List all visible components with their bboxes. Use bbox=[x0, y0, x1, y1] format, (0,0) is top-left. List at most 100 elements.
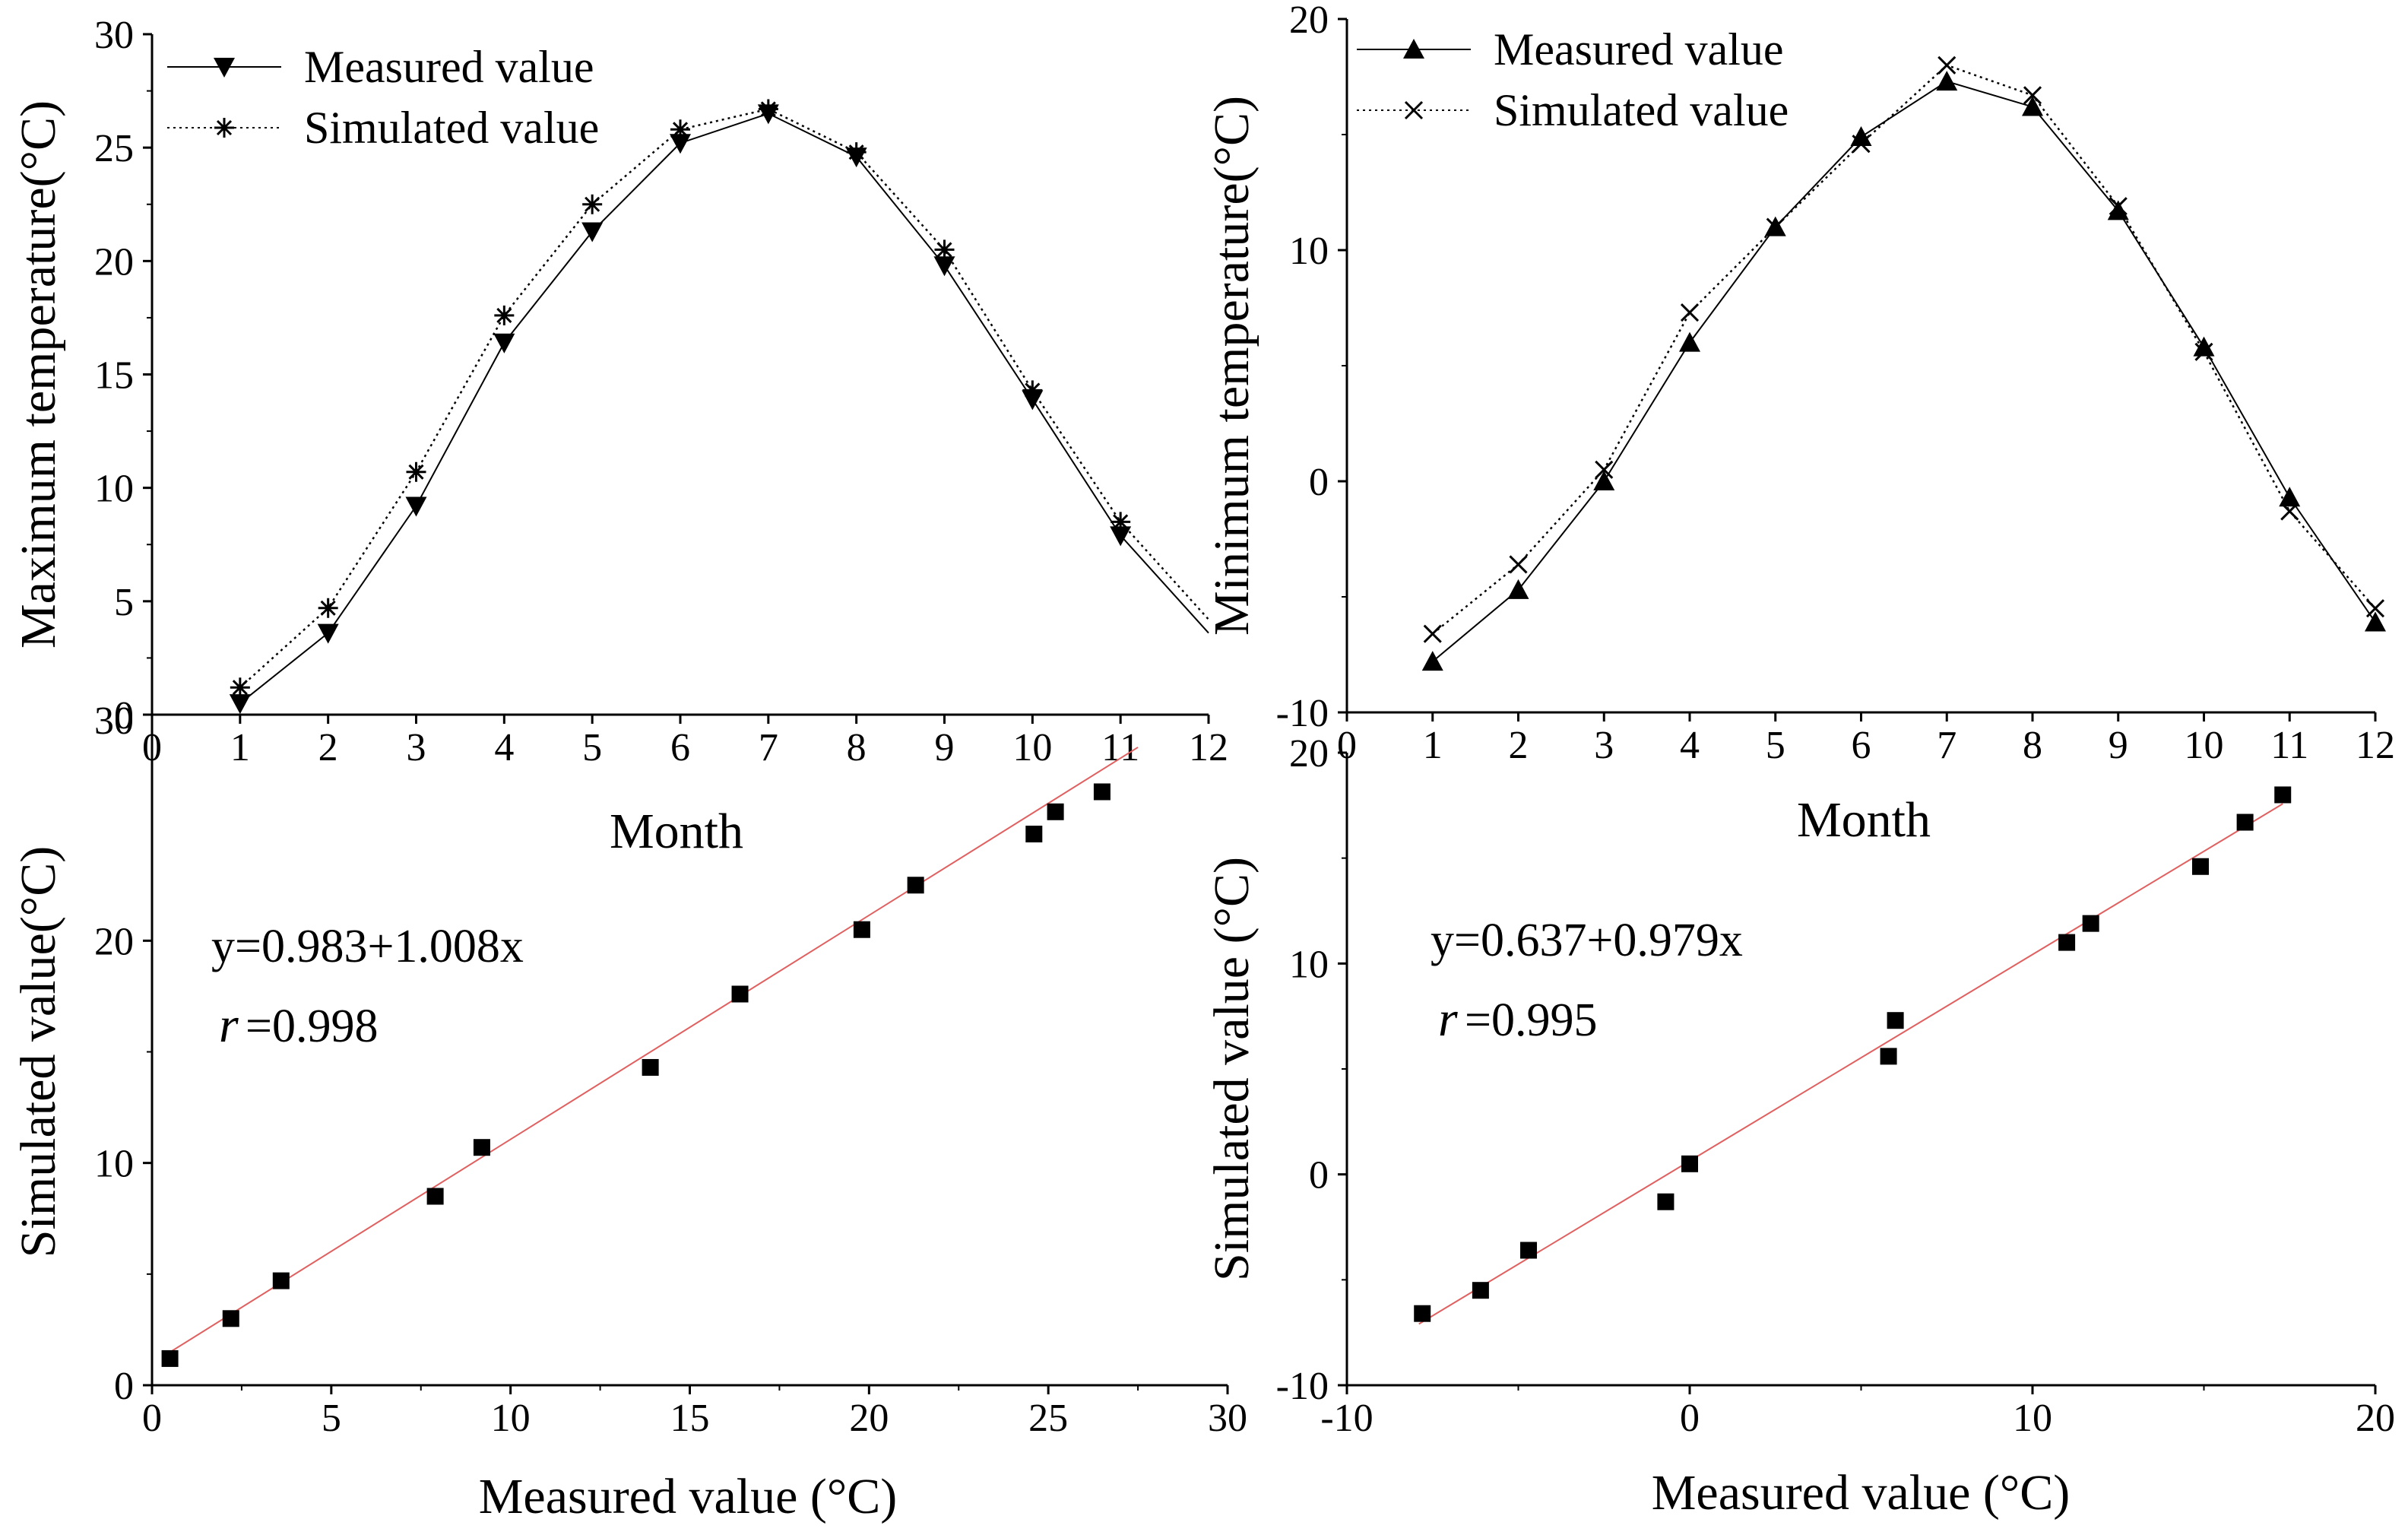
x-tick-label: 1 bbox=[230, 726, 250, 769]
data-point bbox=[318, 598, 338, 618]
x-tick-label: 0 bbox=[1680, 1397, 1700, 1440]
data-point bbox=[229, 694, 251, 715]
x-tick-label: 9 bbox=[935, 726, 955, 769]
x-tick-label: 6 bbox=[1852, 724, 1871, 767]
x-tick-label: 5 bbox=[322, 1397, 341, 1440]
r-symbol: r bbox=[219, 997, 239, 1053]
scatter-point bbox=[1887, 1012, 1904, 1029]
series-line bbox=[1431, 64, 2376, 635]
data-point bbox=[1593, 471, 1615, 490]
scatter-point bbox=[1025, 826, 1043, 843]
data-point bbox=[2365, 599, 2385, 618]
data-point bbox=[1766, 217, 1785, 236]
data-point bbox=[1111, 512, 1131, 532]
y-tick-label: 0 bbox=[114, 1365, 134, 1408]
data-point bbox=[1850, 126, 1872, 147]
scatter-point bbox=[1681, 1155, 1698, 1172]
data-point bbox=[1022, 380, 1043, 401]
data-point bbox=[493, 333, 515, 354]
x-axis-title: Month bbox=[610, 804, 743, 859]
data-point bbox=[581, 222, 604, 243]
series-measured bbox=[229, 104, 1209, 715]
y-tick-label: 10 bbox=[1289, 943, 1329, 986]
x-tick-label: 10 bbox=[491, 1397, 531, 1440]
series-simulated bbox=[1423, 56, 2385, 643]
x-axis-title: Month bbox=[1797, 792, 1931, 848]
scatter-point bbox=[853, 921, 870, 938]
data-point bbox=[2193, 336, 2215, 357]
max-temperature-chart: 0 1 2 3 4 5 6 7 8 9 10 11 12051015202530MonthMaximum… bbox=[11, 14, 1228, 859]
data-point bbox=[846, 142, 867, 163]
scatter-point bbox=[161, 1349, 179, 1367]
y-tick-label: 15 bbox=[94, 354, 134, 398]
r-value: =0.998 bbox=[246, 1001, 378, 1052]
legend-marker bbox=[1404, 100, 1424, 120]
legend-marker bbox=[214, 118, 234, 138]
data-point bbox=[1679, 331, 1700, 352]
data-point bbox=[2194, 342, 2213, 361]
data-point bbox=[2022, 96, 2043, 116]
y-axis-title: Minimum temperature(°C) bbox=[1204, 96, 1259, 636]
data-point bbox=[1936, 71, 1958, 91]
fit-equation: y=0.983+1.008x bbox=[211, 921, 524, 972]
x-tick-label: 11 bbox=[2270, 724, 2308, 767]
scatter-point bbox=[272, 1272, 290, 1289]
legend-marker bbox=[214, 58, 235, 78]
scatter-point bbox=[2236, 813, 2254, 831]
data-point bbox=[758, 99, 778, 119]
y-tick-label: 20 bbox=[94, 240, 134, 284]
y-tick-label: -10 bbox=[1276, 1365, 1329, 1408]
scatter-point bbox=[1472, 1282, 1489, 1299]
legend-label: Simulated value bbox=[304, 103, 599, 153]
x-tick-label: 4 bbox=[494, 726, 514, 769]
min-temperature-scatter: -10 0 10 20 -10 0 10 20 Measured value (°C) Simul… bbox=[1204, 732, 2395, 1521]
data-point bbox=[494, 305, 515, 325]
data-point bbox=[1423, 624, 1442, 643]
y-axis-title: Simulated value (°C) bbox=[1204, 857, 1259, 1281]
y-tick-label: 25 bbox=[94, 127, 134, 170]
x-tick-label: 12 bbox=[2356, 724, 2395, 767]
y-tick-label: 30 bbox=[94, 14, 134, 57]
legend: Measured value Simulated value bbox=[167, 42, 599, 153]
scatter-points bbox=[1414, 786, 2292, 1322]
x-tick-label: 9 bbox=[2109, 724, 2128, 767]
x-tick-label: 15 bbox=[670, 1397, 710, 1440]
data-point bbox=[670, 119, 690, 140]
y-tick-label: 20 bbox=[1289, 0, 1329, 42]
x-tick-label: 8 bbox=[2023, 724, 2042, 767]
scatter-point bbox=[2191, 858, 2209, 875]
data-point bbox=[1421, 651, 1443, 671]
y-tick-label: 10 bbox=[94, 468, 134, 511]
scatter-point bbox=[473, 1139, 490, 1156]
x-tick-label: 7 bbox=[1937, 724, 1956, 767]
x-tick-label: 5 bbox=[582, 726, 602, 769]
data-point bbox=[2109, 197, 2128, 216]
x-tick-label: 0 bbox=[142, 1397, 162, 1440]
x-tick-label: 3 bbox=[1594, 724, 1614, 767]
data-point bbox=[405, 496, 427, 517]
legend: Measured value Simulated value bbox=[1357, 24, 1789, 135]
scatter-points bbox=[161, 783, 1111, 1367]
series-simulated bbox=[230, 99, 1209, 698]
scatter-point bbox=[426, 1188, 444, 1205]
y-axis-title: Maximum temperature(°C) bbox=[11, 100, 66, 649]
x-tick-label: 8 bbox=[847, 726, 867, 769]
x-tick-label: -10 bbox=[1320, 1397, 1373, 1440]
y-tick-label: -10 bbox=[1276, 692, 1329, 735]
fit-line bbox=[1418, 803, 2283, 1325]
x-tick-label: 20 bbox=[2356, 1397, 2395, 1440]
fit-line bbox=[162, 747, 1139, 1358]
series-line bbox=[239, 113, 1209, 704]
y-tick-label: 0 bbox=[1309, 1154, 1329, 1197]
scatter-point bbox=[1657, 1193, 1675, 1210]
scatter-point bbox=[907, 877, 924, 894]
y-tick-label: 20 bbox=[1289, 732, 1329, 775]
x-tick-label: 12 bbox=[1189, 726, 1228, 769]
x-axis-title: Measured value (°C) bbox=[1652, 1465, 2071, 1521]
legend-marker bbox=[1403, 39, 1424, 59]
data-point bbox=[934, 239, 955, 260]
data-point bbox=[1507, 579, 1529, 599]
x-tick-label: 10 bbox=[2185, 724, 2224, 767]
